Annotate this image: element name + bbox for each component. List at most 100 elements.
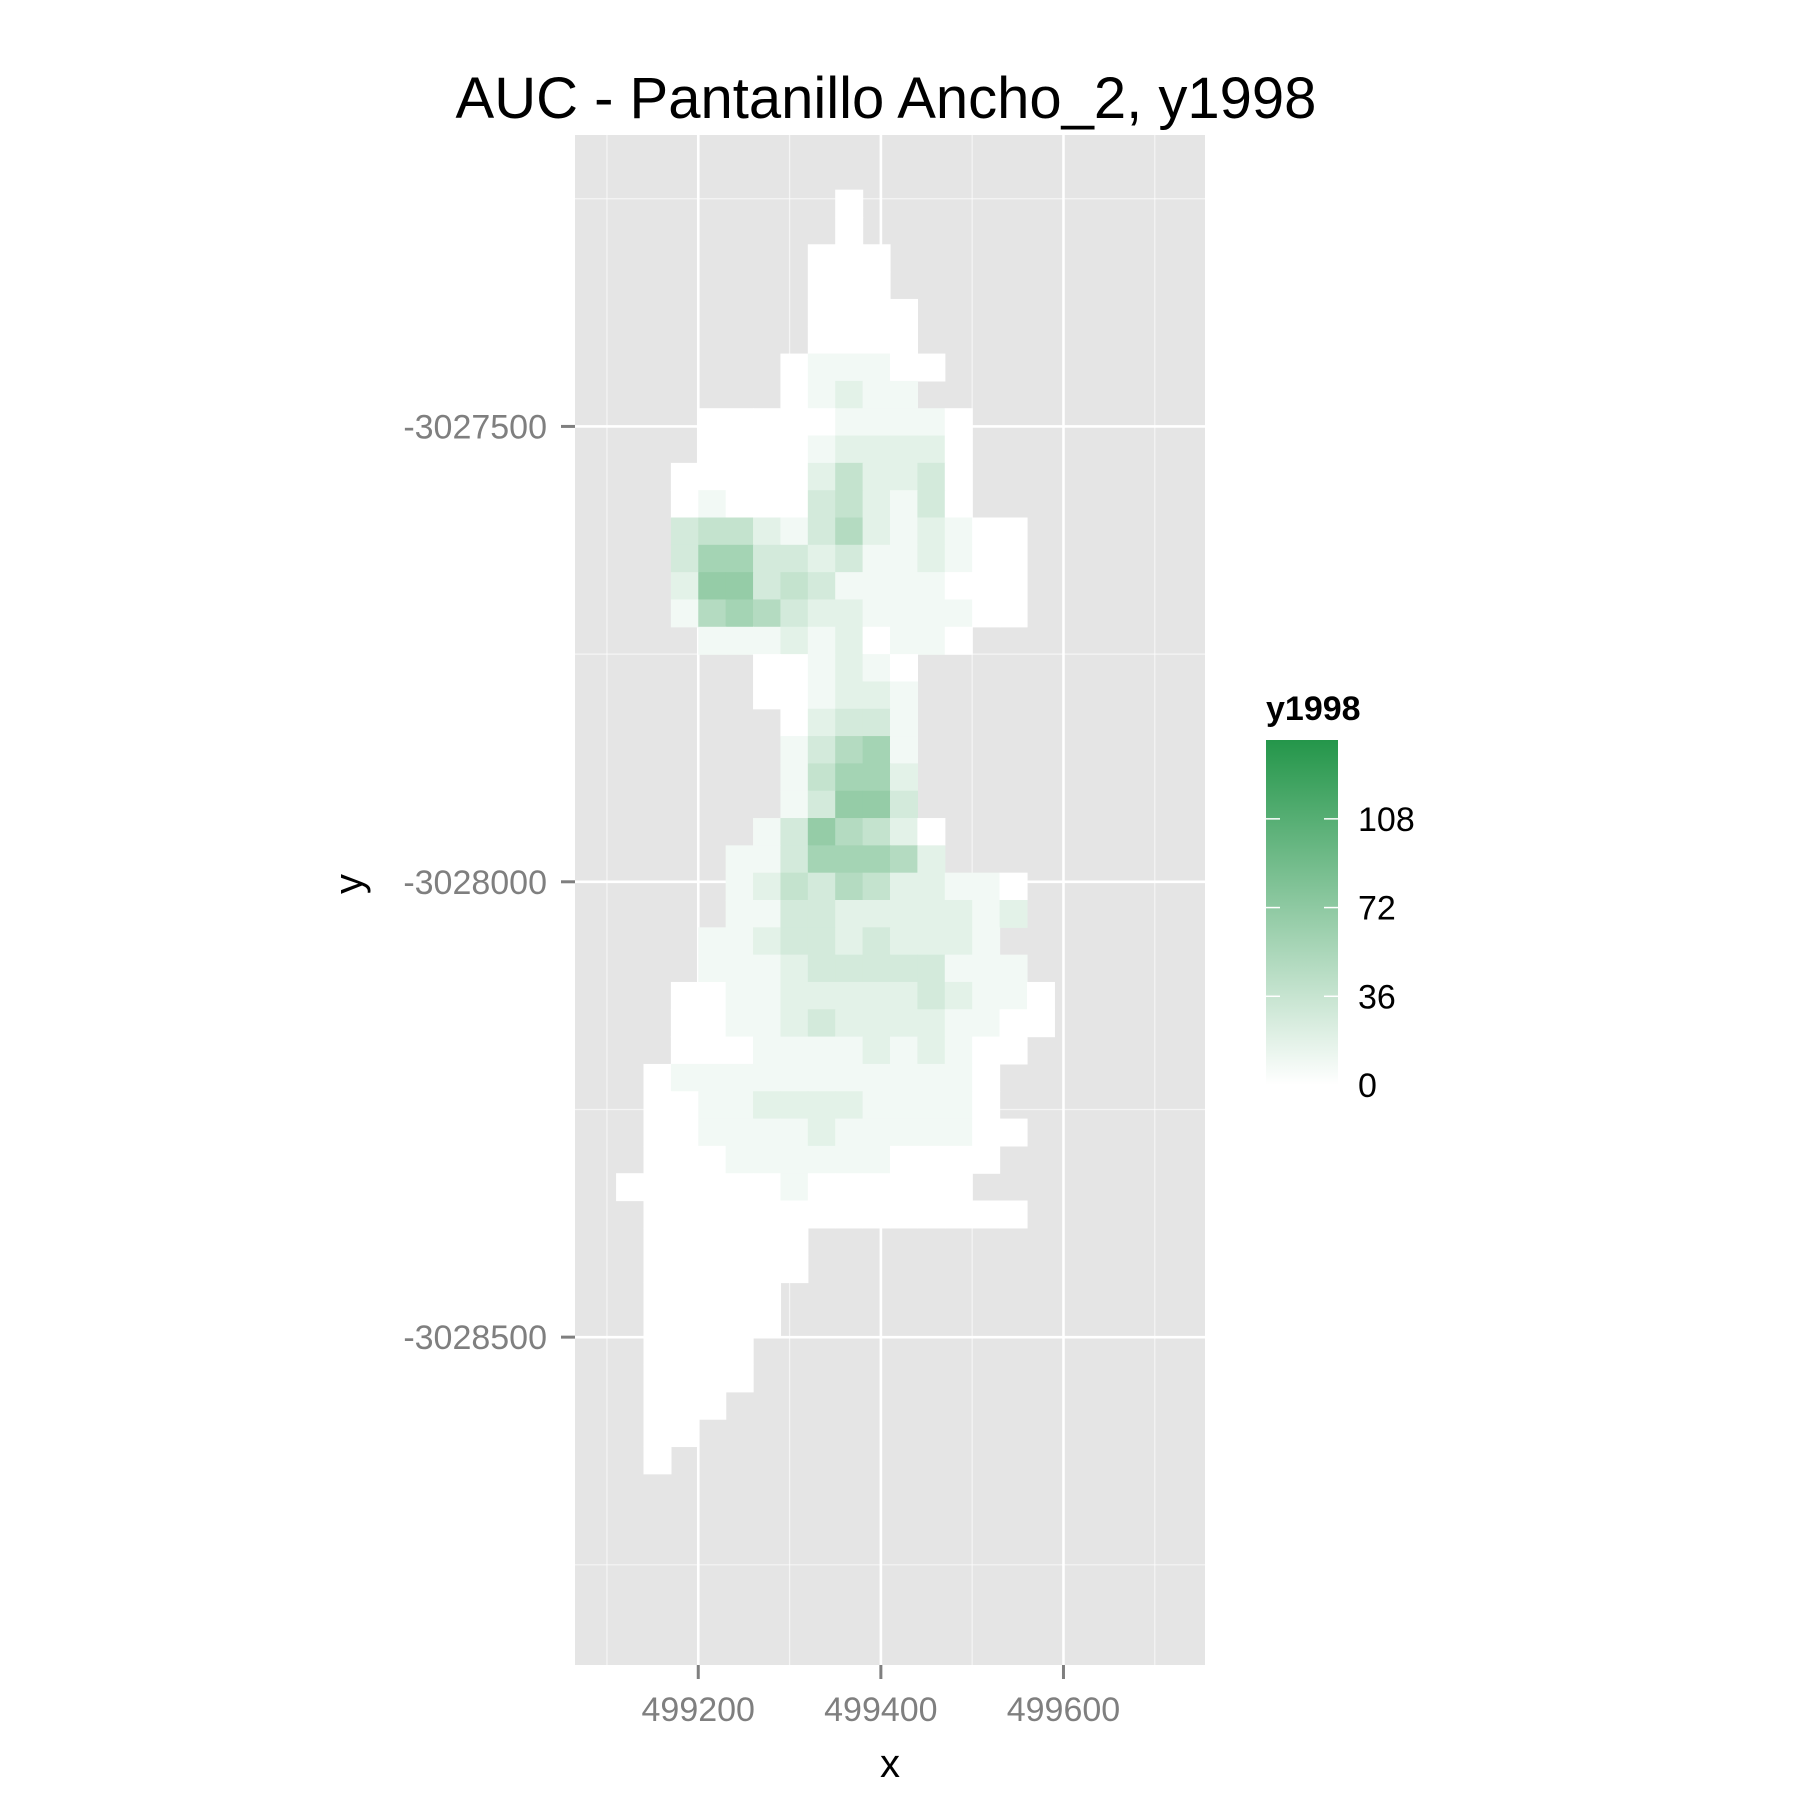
y-tick-label: -3028000 <box>403 864 547 902</box>
raster-cell <box>890 927 918 956</box>
raster-cell <box>725 1091 754 1120</box>
raster-cell <box>944 408 973 437</box>
raster-cell <box>890 572 918 601</box>
raster-cell <box>862 736 891 764</box>
raster-cell <box>835 654 864 683</box>
raster-cell <box>725 435 754 464</box>
raster-cell <box>917 490 946 519</box>
raster-cell <box>999 872 1028 901</box>
raster-cell <box>890 763 918 792</box>
raster-cell <box>670 1173 699 1202</box>
raster-cell <box>862 954 891 983</box>
raster-cell <box>753 572 782 601</box>
raster-cell <box>753 1173 782 1202</box>
raster-cell <box>835 517 864 546</box>
raster-cell <box>698 1063 727 1092</box>
raster-cell <box>670 599 699 628</box>
raster-cell <box>917 517 946 546</box>
raster-cell <box>780 981 809 1010</box>
raster-cell <box>725 900 754 928</box>
raster-cell <box>643 1255 672 1284</box>
raster-cell <box>725 1364 754 1393</box>
raster-cell <box>643 1446 672 1475</box>
raster-cell <box>807 1091 836 1120</box>
raster-cell <box>944 599 973 628</box>
raster-cell <box>835 1118 864 1147</box>
raster-cell <box>807 626 836 655</box>
raster-cell <box>944 981 973 1010</box>
raster-cell <box>807 1118 836 1147</box>
raster-cell <box>972 1009 1001 1038</box>
raster-cell <box>725 845 754 874</box>
raster-cell <box>670 981 699 1010</box>
raster-cell <box>753 1145 782 1174</box>
raster-cell <box>972 1200 1001 1229</box>
raster-cell <box>807 954 836 983</box>
raster-cell <box>780 900 809 928</box>
raster-cell <box>862 353 891 382</box>
raster-cell <box>862 1036 891 1065</box>
raster-cell <box>670 1200 699 1229</box>
raster-cell <box>698 1364 727 1393</box>
raster-cell <box>890 1145 918 1174</box>
raster-cell <box>753 517 782 546</box>
raster-cell <box>670 1118 699 1147</box>
raster-cell <box>698 1145 727 1174</box>
raster-cell <box>725 517 754 546</box>
raster-cell <box>643 1063 672 1092</box>
legend-tick-label: 0 <box>1358 1067 1377 1105</box>
raster-cell <box>890 1118 918 1147</box>
raster-cell <box>835 1173 864 1202</box>
raster-cell <box>725 1009 754 1038</box>
raster-cell <box>890 736 918 764</box>
raster-cell <box>670 1419 699 1448</box>
raster-cell <box>862 927 891 956</box>
raster-cell <box>780 626 809 655</box>
raster-cell <box>999 544 1028 573</box>
raster-cell <box>698 462 727 491</box>
raster-cell <box>670 1282 699 1311</box>
raster-cell <box>944 1091 973 1120</box>
raster-cell <box>670 1255 699 1284</box>
raster-cell <box>725 572 754 601</box>
raster-cell <box>835 708 864 737</box>
raster-cell <box>643 1200 672 1229</box>
raster-cell <box>972 872 1001 901</box>
raster-cell <box>890 872 918 901</box>
raster-cell <box>780 490 809 519</box>
raster-cell <box>862 298 891 327</box>
raster-cell <box>944 626 973 655</box>
raster-cell <box>780 517 809 546</box>
raster-cell <box>807 1173 836 1202</box>
raster-cell <box>807 517 836 546</box>
raster-cell <box>917 408 946 437</box>
raster-cell <box>807 790 836 819</box>
raster-cell <box>835 271 864 300</box>
raster-cell <box>780 1118 809 1147</box>
raster-cell <box>698 1309 727 1338</box>
raster-cell <box>890 900 918 928</box>
raster-cell <box>917 1036 946 1065</box>
raster-cell <box>698 1255 727 1284</box>
chart-title: AUC - Pantanillo Ancho_2, y1998 <box>456 66 1317 131</box>
raster-cell <box>835 736 864 764</box>
raster-cell <box>890 1063 918 1092</box>
raster-cell <box>643 1364 672 1393</box>
raster-cell <box>753 626 782 655</box>
raster-cell <box>835 380 864 409</box>
raster-cell <box>917 544 946 573</box>
raster-cell <box>780 1255 809 1284</box>
raster-cell <box>890 490 918 519</box>
raster-cell <box>862 326 891 355</box>
raster-cell <box>616 1173 645 1202</box>
raster-cell <box>780 845 809 874</box>
raster-cell <box>917 1200 946 1229</box>
raster-cell <box>862 462 891 491</box>
raster-cell <box>999 1036 1028 1065</box>
raster-cell <box>890 626 918 655</box>
raster-cell <box>780 818 809 846</box>
raster-cell <box>917 981 946 1010</box>
legend-tick-label: 72 <box>1358 890 1396 928</box>
raster-cell <box>862 708 891 737</box>
raster-cell <box>917 1063 946 1092</box>
